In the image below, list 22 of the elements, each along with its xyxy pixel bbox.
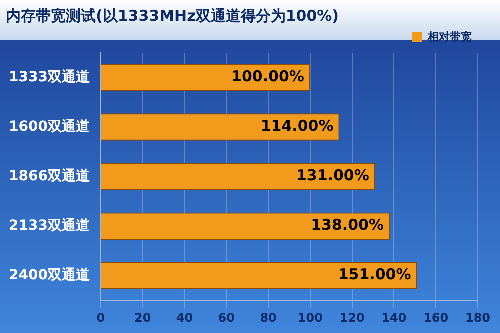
data-label: 131.00% <box>296 166 370 185</box>
data-label: 151.00% <box>338 266 412 284</box>
data-label: 100.00% <box>232 68 304 86</box>
x-tick-label: 120 <box>340 310 365 325</box>
y-tick-label: 1866双通道 <box>8 167 91 184</box>
x-tick-label: 40 <box>176 310 194 325</box>
y-tick-label: 2400双通道 <box>8 266 91 284</box>
x-tick-label: 20 <box>134 310 152 325</box>
x-tick-label: 100 <box>298 310 323 325</box>
x-tick-label: 160 <box>424 310 449 325</box>
legend-label: 相对带宽 <box>427 30 472 44</box>
data-label: 138.00% <box>311 216 384 234</box>
data-label: 114.00% <box>260 117 334 136</box>
y-tick-label: 1333双通道 <box>8 68 91 86</box>
x-tick-label: 180 <box>465 310 491 325</box>
x-tick-label: 60 <box>218 310 235 325</box>
x-tick-label: 80 <box>260 310 277 325</box>
x-tick-label: 0 <box>96 310 106 325</box>
chart-title: 内存带宽测试(以1333MHz双通道得分为100%) <box>6 6 340 25</box>
y-tick-label: 2133双通道 <box>8 216 91 234</box>
x-tick-label: 140 <box>382 310 407 325</box>
y-tick-label: 1600双通道 <box>8 118 91 135</box>
